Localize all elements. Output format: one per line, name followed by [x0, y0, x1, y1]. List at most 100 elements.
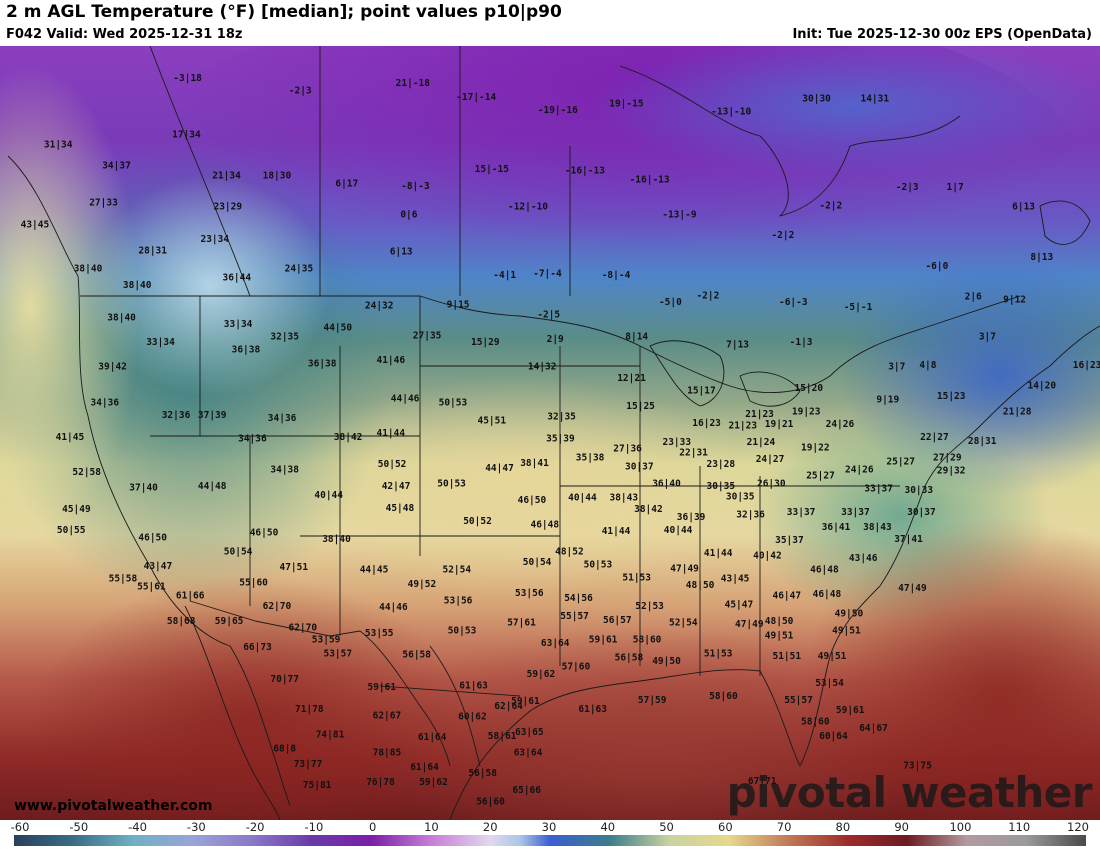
point-value-label: 67|71 — [748, 776, 777, 787]
point-value-label: 55|58 — [109, 574, 138, 585]
legend-tick-label: 0 — [368, 820, 377, 834]
point-value-label: 44|47 — [485, 463, 514, 474]
point-value-label: 31|34 — [44, 140, 73, 151]
point-value-label: 34|36 — [268, 413, 297, 424]
point-value-label: 2|9 — [547, 334, 564, 345]
point-value-label: 58|61 — [488, 731, 517, 742]
great-lakes-outline — [649, 340, 801, 407]
point-value-label: 21|28 — [1003, 406, 1032, 417]
point-value-label: -5|0 — [659, 297, 682, 308]
point-value-label: 50|53 — [584, 560, 613, 571]
legend-tick-label: 80 — [835, 820, 851, 834]
point-value-label: 58|60 — [709, 691, 738, 702]
point-value-label: 27|35 — [413, 330, 442, 341]
point-value-label: 46|47 — [772, 591, 801, 602]
gulf-warm — [350, 626, 950, 820]
point-value-label: 24|26 — [826, 419, 855, 430]
point-value-label: 9|15 — [447, 299, 470, 310]
point-value-label: 44|46 — [391, 393, 420, 404]
point-value-label: 47|49 — [898, 583, 927, 594]
point-value-label: 49|51 — [832, 625, 861, 636]
point-value-label: 46|50 — [138, 533, 167, 544]
point-value-label: 39|42 — [98, 361, 127, 372]
legend-tick-label: 120 — [1067, 820, 1089, 834]
point-value-label: 59|62 — [527, 669, 556, 680]
point-value-label: 15|-15 — [475, 164, 510, 175]
point-value-label: 38|41 — [520, 458, 549, 469]
point-value-label: 30|35 — [726, 491, 755, 502]
point-value-label: 36|41 — [822, 522, 851, 533]
point-value-label: 33|34 — [146, 337, 175, 348]
color-legend: -60 -50 -40 -30 -20 -10 0 10 20 30 40 50 60 70 80 90 100… — [0, 820, 1100, 850]
legend-tick-label: 30 — [541, 820, 557, 834]
point-value-label: 65|66 — [512, 785, 541, 796]
point-value-label: 56|58 — [468, 768, 497, 779]
point-value-label: 23|29 — [213, 202, 242, 213]
point-value-label: 37|39 — [198, 410, 227, 421]
point-value-label: 61|63 — [578, 704, 607, 715]
point-value-label: 63|64 — [541, 638, 570, 649]
point-value-label: 45|47 — [725, 600, 754, 611]
political-boundaries — [7, 46, 1100, 820]
point-value-label: -12|-10 — [508, 202, 548, 213]
point-value-label: 48|52 — [555, 547, 584, 558]
point-value-label: 53|56 — [515, 588, 544, 599]
point-value-label: 21|34 — [212, 171, 241, 182]
point-value-label: -2|5 — [537, 310, 560, 321]
legend-tick-label: 10 — [424, 820, 439, 834]
legend-color-bar — [14, 835, 1086, 846]
point-value-label: 6|17 — [335, 178, 358, 189]
init-time: Init: Tue 2025-12-30 00z EPS (OpenData) — [792, 27, 1092, 42]
legend-tick-label: -20 — [245, 820, 265, 834]
point-value-label: 23|34 — [200, 234, 229, 245]
point-value-label: 15|20 — [794, 383, 823, 394]
mexico-state-line-2 — [379, 685, 521, 697]
legend-tick-label: 40 — [600, 820, 616, 834]
point-value-label: 62|64 — [494, 701, 523, 712]
point-value-label: 62|70 — [263, 601, 292, 612]
point-value-label: 38|43 — [863, 522, 892, 533]
point-value-label: 41|45 — [56, 432, 85, 443]
point-value-label: 63|65 — [515, 727, 544, 738]
point-value-label: 36|39 — [677, 512, 706, 523]
point-value-label: 76|78 — [366, 777, 395, 788]
point-value-label: 61|66 — [176, 591, 205, 602]
point-value-label: 44|45 — [360, 565, 389, 576]
point-value-label: 73|77 — [294, 759, 323, 770]
point-value-label: -2|2 — [819, 200, 842, 211]
atlantic-warm — [800, 516, 1100, 820]
point-value-label: 43|45 — [721, 574, 750, 585]
point-value-label: -6|0 — [925, 261, 948, 272]
point-value-label: 12|21 — [617, 373, 646, 384]
point-value-label: 53|54 — [815, 678, 844, 689]
point-value-label: -2|2 — [696, 290, 719, 301]
point-value-label: 37|40 — [129, 482, 158, 493]
point-value-label: 6|13 — [1012, 202, 1035, 213]
point-value-label: 38|40 — [123, 280, 152, 291]
legend-tick-label: 50 — [659, 820, 674, 834]
point-value-label: 35|37 — [775, 535, 804, 546]
point-value-label: 49|50 — [835, 609, 864, 620]
point-value-label: 32|36 — [162, 410, 191, 421]
point-value-label: 60|62 — [458, 712, 487, 723]
point-value-label: 22|31 — [679, 448, 708, 459]
point-value-label: 26|30 — [757, 478, 786, 489]
point-value-label: 25|27 — [886, 457, 915, 468]
legend-tick-label: 90 — [894, 820, 909, 834]
point-value-label: 45|48 — [386, 503, 415, 514]
point-value-label: 33|37 — [787, 507, 816, 518]
point-value-label: 8|14 — [625, 332, 648, 343]
legend-tick-label: -40 — [128, 820, 147, 834]
legend-tick-label: 70 — [776, 820, 792, 834]
point-value-label: 23|28 — [706, 459, 735, 470]
temperature-map[interactable]: -3|18 -2|3 21|-18 -17|-14 -19|-16 19|-15 -13|-… — [0, 46, 1100, 820]
point-value-label: 33|37 — [841, 507, 870, 518]
point-value-label: -3|18 — [173, 73, 202, 84]
point-value-label: 51|53 — [704, 648, 733, 659]
florida-coast — [799, 585, 881, 767]
point-value-label: -8|-3 — [401, 181, 430, 192]
point-value-label: 30|35 — [706, 481, 735, 492]
point-value-label: 34|38 — [270, 464, 299, 475]
point-value-label: 15|17 — [687, 386, 716, 397]
point-value-label: -8|-4 — [602, 270, 631, 281]
